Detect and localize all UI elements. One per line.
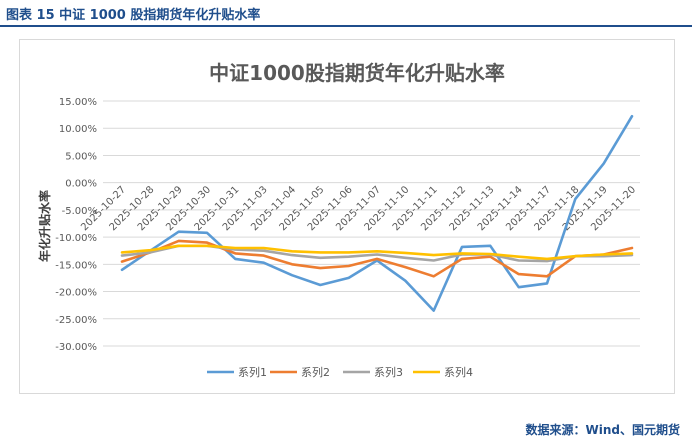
- legend-entry: 系列2: [301, 365, 330, 379]
- y-tick-label: 15.00%: [59, 97, 97, 108]
- header-divider: [0, 25, 692, 27]
- legend: 系列1 系列2 系列3 系列4: [207, 365, 473, 379]
- chart-frame: [19, 39, 675, 394]
- figure-caption: 图表 15 中证 1000 股指期货年化升贴水率: [6, 8, 261, 23]
- y-axis-label: 年化升贴水率: [37, 190, 52, 262]
- legend-entry: 系列3: [374, 365, 403, 379]
- y-tick-label: -25.00%: [55, 315, 97, 326]
- series-line: [120, 244, 634, 261]
- series-lines: [120, 114, 634, 312]
- y-tick-label: -30.00%: [55, 342, 97, 353]
- y-tick-label: 10.00%: [59, 124, 97, 135]
- y-tick-label: 5.00%: [65, 151, 97, 162]
- series-line: [120, 114, 634, 312]
- y-tick-label: -10.00%: [55, 233, 97, 244]
- y-tick-label: 0.00%: [65, 179, 97, 190]
- y-tick-label: -15.00%: [55, 260, 97, 271]
- y-tick-labels: 15.00% 10.00% 5.00% 0.00% -5.00% -10.00% -15.0…: [55, 97, 97, 353]
- y-tick-label: -5.00%: [62, 206, 97, 217]
- data-source-note: 数据来源：Wind、国元期货: [525, 423, 680, 437]
- series-line: [120, 239, 634, 278]
- y-tick-label: -20.00%: [55, 288, 97, 299]
- x-tick-labels: 2025-10-272025-10-282025-10-292025-10-30…: [79, 184, 638, 233]
- legend-entry: 系列4: [444, 365, 473, 379]
- chart-title: 中证1000股指期货年化升贴水率: [209, 61, 505, 85]
- report-header: 图表 15 中证 1000 股指期货年化升贴水率: [0, 0, 692, 27]
- legend-entry: 系列1: [238, 365, 267, 379]
